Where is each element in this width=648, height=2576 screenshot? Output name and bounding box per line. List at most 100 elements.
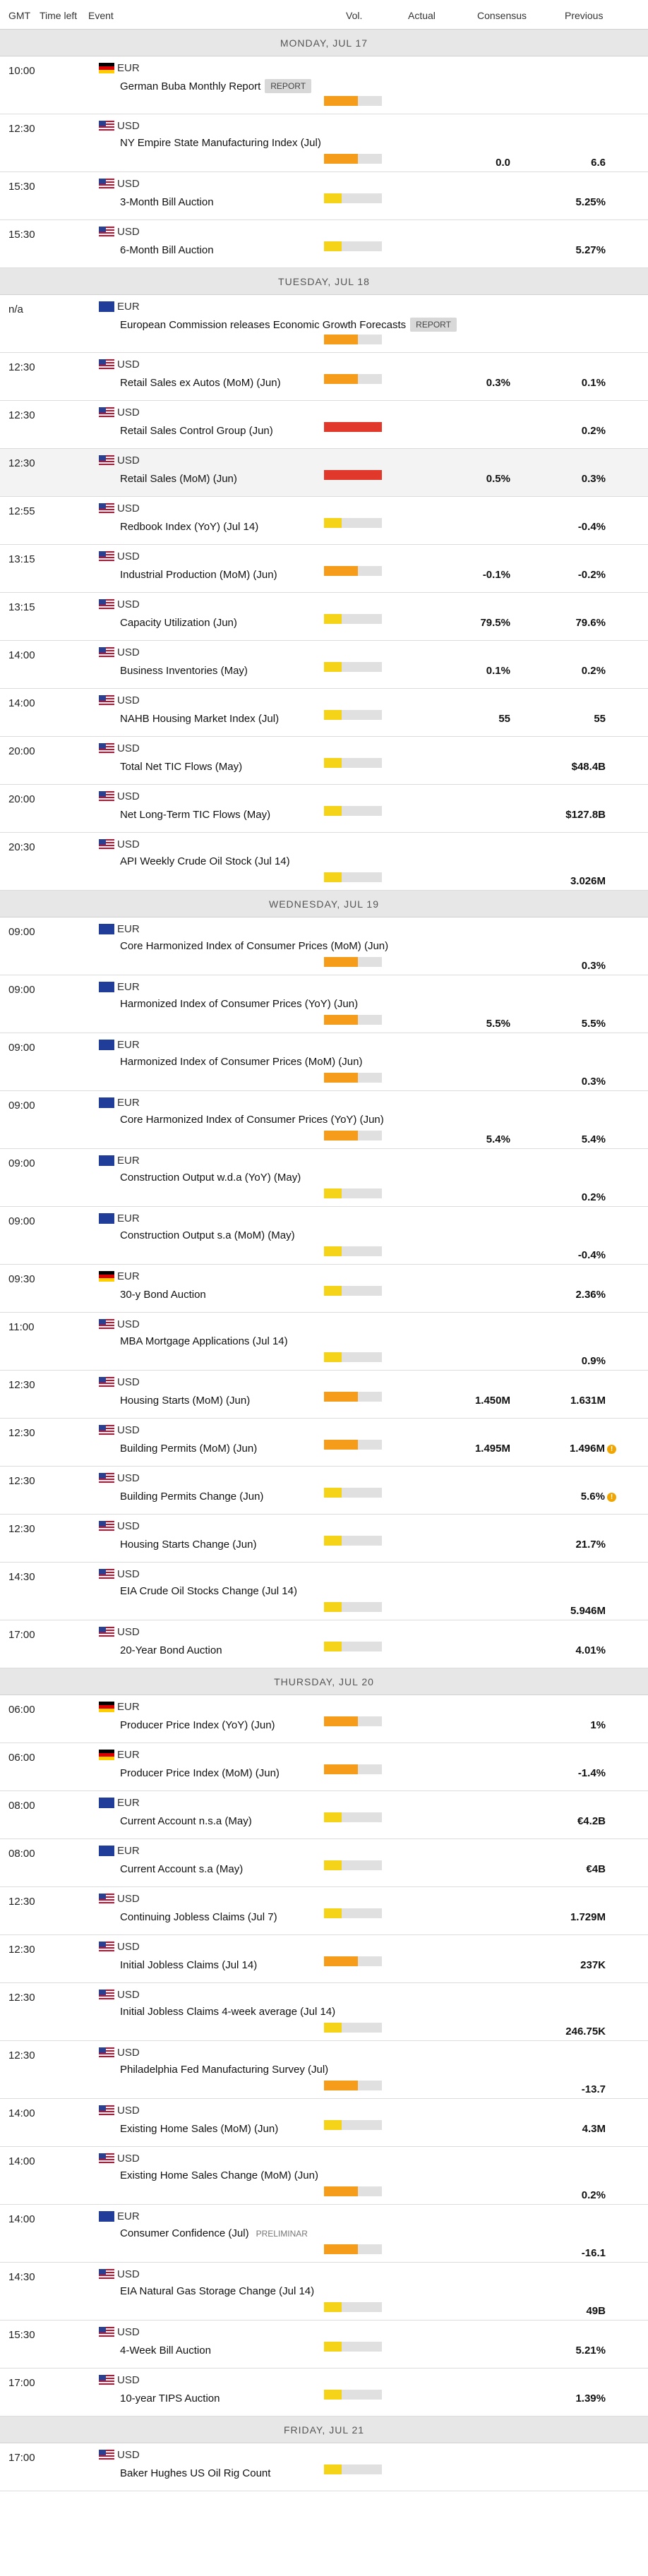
event-row[interactable]: 20:00 USD Total Net TIC Flows (May) $48.4B: [0, 737, 648, 785]
event-row[interactable]: 12:30 USD Continuing Jobless Claims (Jul 7…: [0, 1887, 648, 1935]
event-title[interactable]: Industrial Production (MoM) (Jun): [120, 569, 277, 581]
event-row[interactable]: 20:30 USD API Weekly Crude Oil Stock (Jul …: [0, 833, 648, 891]
event-name[interactable]: Current Account s.a (May): [120, 1863, 243, 1875]
event-row[interactable]: 12:30 USD Philadelphia Fed Manufacturing S…: [0, 2041, 648, 2099]
header-time-left[interactable]: Time left: [40, 10, 78, 21]
header-gmt[interactable]: GMT: [8, 10, 31, 21]
event-name[interactable]: Harmonized Index of Consumer Prices (YoY…: [120, 998, 358, 1010]
event-row[interactable]: 12:55 USD Redbook Index (YoY) (Jul 14) -0.4…: [0, 497, 648, 545]
event-name[interactable]: 30-y Bond Auction: [120, 1289, 206, 1301]
event-title[interactable]: Continuing Jobless Claims (Jul 7): [120, 1911, 277, 1923]
event-title[interactable]: Housing Starts (MoM) (Jun): [120, 1395, 251, 1407]
event-name[interactable]: Construction Output w.d.a (YoY) (May): [120, 1172, 301, 1184]
event-title[interactable]: Existing Home Sales (MoM) (Jun): [120, 2123, 279, 2135]
event-row[interactable]: 09:00 EUR Harmonized Index of Consumer Pri…: [0, 975, 648, 1033]
report-badge[interactable]: REPORT: [410, 318, 457, 332]
event-name[interactable]: 3-Month Bill Auction: [120, 196, 214, 208]
event-title[interactable]: 30-y Bond Auction: [120, 1289, 206, 1301]
event-name[interactable]: API Weekly Crude Oil Stock (Jul 14): [120, 855, 290, 867]
event-title[interactable]: 20-Year Bond Auction: [120, 1644, 222, 1656]
event-title[interactable]: MBA Mortgage Applications (Jul 14): [120, 1335, 288, 1347]
event-name[interactable]: 20-Year Bond Auction: [120, 1644, 222, 1656]
event-name[interactable]: 6-Month Bill Auction: [120, 244, 214, 256]
event-title[interactable]: Redbook Index (YoY) (Jul 14): [120, 521, 259, 533]
event-title[interactable]: Core Harmonized Index of Consumer Prices…: [120, 1114, 384, 1126]
event-title[interactable]: Retail Sales Control Group (Jun): [120, 425, 273, 437]
header-previous[interactable]: Previous: [565, 10, 604, 21]
event-row[interactable]: 12:30 USD Retail Sales ex Autos (MoM) (Jun…: [0, 353, 648, 401]
event-name[interactable]: Redbook Index (YoY) (Jul 14): [120, 521, 258, 533]
event-row[interactable]: 09:30 EUR 30-y Bond Auction 2.36%: [0, 1265, 648, 1313]
event-row[interactable]: 10:00 EUR German Buba Monthly Report REPORT: [0, 56, 648, 114]
event-title[interactable]: Housing Starts Change (Jun): [120, 1539, 257, 1551]
event-row[interactable]: 12:30 USD Retail Sales (MoM) (Jun) 0.5% 0.3%: [0, 449, 648, 497]
event-row[interactable]: 09:00 EUR Harmonized Index of Consumer Pri…: [0, 1033, 648, 1091]
event-row[interactable]: 06:00 EUR Producer Price Index (MoM) (Jun)…: [0, 1743, 648, 1791]
event-title[interactable]: Harmonized Index of Consumer Prices (MoM…: [120, 1056, 363, 1068]
event-title[interactable]: Harmonized Index of Consumer Prices (YoY…: [120, 998, 359, 1010]
event-title[interactable]: Business Inventories (May): [120, 665, 248, 677]
event-row[interactable]: 15:30 USD 4-Week Bill Auction 5.21%: [0, 2321, 648, 2369]
event-row[interactable]: 08:00 EUR Current Account n.s.a (May) €4.2B: [0, 1791, 648, 1839]
event-name[interactable]: Existing Home Sales (MoM) (Jun): [120, 2123, 278, 2135]
event-row[interactable]: 09:00 EUR Construction Output s.a (MoM) (M…: [0, 1207, 648, 1265]
event-title[interactable]: 10-year TIPS Auction: [120, 2393, 220, 2405]
event-name[interactable]: Baker Hughes US Oil Rig Count: [120, 2467, 270, 2479]
event-row[interactable]: 12:30 USD NY Empire State Manufacturing In…: [0, 114, 648, 172]
event-title[interactable]: EIA Natural Gas Storage Change (Jul 14): [120, 2285, 315, 2297]
event-name[interactable]: Current Account n.s.a (May): [120, 1815, 252, 1827]
event-name[interactable]: EIA Crude Oil Stocks Change (Jul 14): [120, 1585, 297, 1597]
event-row[interactable]: 12:30 USD Retail Sales Control Group (Jun)…: [0, 401, 648, 449]
event-row[interactable]: 12:30 USD Building Permits (MoM) (Jun) 1.49…: [0, 1419, 648, 1467]
event-name[interactable]: Building Permits (MoM) (Jun): [120, 1443, 257, 1455]
event-row[interactable]: 13:15 USD Industrial Production (MoM) (Jun…: [0, 545, 648, 593]
event-title[interactable]: Retail Sales (MoM) (Jun): [120, 473, 237, 485]
event-row[interactable]: 15:30 USD 6-Month Bill Auction 5.27%: [0, 220, 648, 268]
event-name[interactable]: 10-year TIPS Auction: [120, 2393, 220, 2405]
event-title[interactable]: Core Harmonized Index of Consumer Prices…: [120, 940, 389, 952]
event-name[interactable]: Construction Output s.a (MoM) (May): [120, 1229, 295, 1241]
event-row[interactable]: 12:30 USD Housing Starts Change (Jun) 21.7%: [0, 1515, 648, 1563]
event-name[interactable]: Retail Sales Control Group (Jun): [120, 425, 273, 437]
event-name[interactable]: NY Empire State Manufacturing Index (Jul…: [120, 137, 321, 149]
event-row[interactable]: 06:00 EUR Producer Price Index (YoY) (Jun)…: [0, 1695, 648, 1743]
header-consensus[interactable]: Consensus: [477, 10, 527, 21]
event-title[interactable]: German Buba Monthly Report: [120, 80, 261, 92]
revision-warning-icon[interactable]: !: [607, 1444, 616, 1454]
event-name[interactable]: Business Inventories (May): [120, 665, 248, 677]
event-name[interactable]: Housing Starts Change (Jun): [120, 1539, 256, 1551]
event-row[interactable]: 12:30 USD Initial Jobless Claims (Jul 14) 2…: [0, 1935, 648, 1983]
event-name[interactable]: NAHB Housing Market Index (Jul): [120, 713, 279, 725]
event-row[interactable]: 14:00 USD Existing Home Sales Change (MoM)…: [0, 2147, 648, 2205]
event-title[interactable]: Capacity Utilization (Jun): [120, 617, 237, 629]
event-name[interactable]: Industrial Production (MoM) (Jun): [120, 569, 277, 581]
event-row[interactable]: 12:30 USD Building Permits Change (Jun) 5.6…: [0, 1467, 648, 1515]
event-name[interactable]: Producer Price Index (MoM) (Jun): [120, 1767, 280, 1779]
event-name[interactable]: Consumer Confidence (Jul) PRELIMINAR: [120, 2227, 308, 2239]
event-title[interactable]: NY Empire State Manufacturing Index (Jul…: [120, 137, 321, 149]
event-row[interactable]: 09:00 EUR Core Harmonized Index of Consume…: [0, 917, 648, 975]
event-title[interactable]: Construction Output w.d.a (YoY) (May): [120, 1172, 301, 1184]
event-row[interactable]: 14:00 USD NAHB Housing Market Index (Jul) 5…: [0, 689, 648, 737]
event-title[interactable]: Total Net TIC Flows (May): [120, 761, 243, 773]
event-name[interactable]: Net Long-Term TIC Flows (May): [120, 809, 270, 821]
event-title[interactable]: Producer Price Index (MoM) (Jun): [120, 1767, 280, 1779]
event-row[interactable]: 09:00 EUR Construction Output w.d.a (YoY) …: [0, 1149, 648, 1207]
event-name[interactable]: Core Harmonized Index of Consumer Prices…: [120, 940, 388, 952]
header-actual[interactable]: Actual: [408, 10, 436, 21]
header-vol[interactable]: Vol.: [346, 10, 363, 21]
event-title[interactable]: API Weekly Crude Oil Stock (Jul 14): [120, 855, 290, 867]
event-row[interactable]: 12:30 USD Initial Jobless Claims 4-week av…: [0, 1983, 648, 2041]
event-name[interactable]: Philadelphia Fed Manufacturing Survey (J…: [120, 2064, 328, 2076]
event-row[interactable]: 14:00 USD Existing Home Sales (MoM) (Jun) 4…: [0, 2099, 648, 2147]
event-row[interactable]: n/a EUR European Commission releases Econo…: [0, 295, 648, 353]
event-name[interactable]: German Buba Monthly Report REPORT: [120, 79, 312, 93]
event-row[interactable]: 09:00 EUR Core Harmonized Index of Consume…: [0, 1091, 648, 1149]
event-title[interactable]: 3-Month Bill Auction: [120, 196, 214, 208]
event-row[interactable]: 08:00 EUR Current Account s.a (May) €4B: [0, 1839, 648, 1887]
event-name[interactable]: Capacity Utilization (Jun): [120, 617, 237, 629]
event-name[interactable]: EIA Natural Gas Storage Change (Jul 14): [120, 2285, 314, 2297]
event-name[interactable]: Retail Sales (MoM) (Jun): [120, 473, 237, 485]
event-title[interactable]: Consumer Confidence (Jul): [120, 2227, 249, 2239]
event-name[interactable]: Total Net TIC Flows (May): [120, 761, 242, 773]
